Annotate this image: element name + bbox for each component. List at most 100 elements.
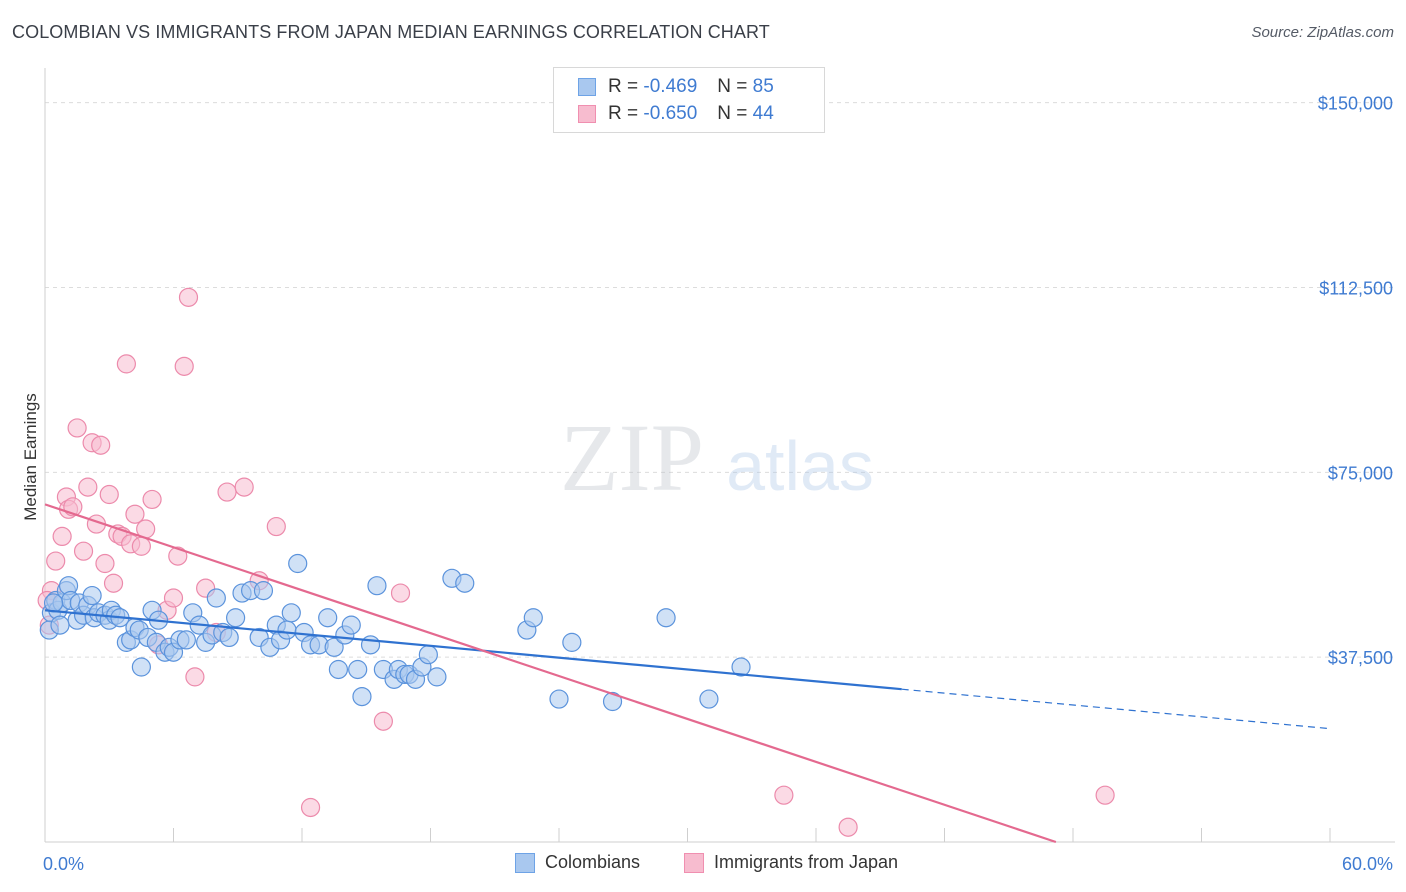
colombian-point [348, 659, 368, 680]
y-tick-label: $112,500 [1319, 278, 1393, 298]
y-tick-label: $150,000 [1318, 94, 1393, 114]
japan-point [373, 711, 393, 731]
bottom-legend-swatch-pink [684, 852, 704, 873]
y-tick-label: $75,000 [1328, 463, 1393, 483]
legend-n-label: N = [717, 76, 748, 97]
bottom-legend-label-japan: Immigrants from Japan [714, 852, 899, 872]
colombian-point [281, 603, 301, 623]
japan-point [125, 504, 145, 524]
japan-point [178, 287, 199, 307]
japan-point [163, 588, 184, 608]
chart-title: COLOMBIAN VS IMMIGRANTS FROM JAPAN MEDIA… [12, 22, 770, 42]
japan-point [234, 477, 254, 497]
legend-r-label: R = [608, 103, 639, 124]
x-tick-labels: 0.0% 60.0% [43, 854, 1393, 874]
japan-point [131, 536, 151, 556]
japan-point [168, 546, 188, 566]
japan-point [99, 484, 119, 505]
colombian-point [50, 615, 70, 635]
legend-row-japan: R = -0.650 N = 44 [578, 101, 774, 127]
bottom-legend: Colombians Immigrants from Japan [0, 852, 1406, 878]
colombian-point [367, 576, 387, 596]
japan-point [774, 785, 794, 805]
japan-point [116, 354, 136, 374]
japan-point [1095, 785, 1115, 805]
colombian-point [360, 635, 381, 655]
colombian-point [562, 632, 582, 652]
japan-point [67, 418, 87, 438]
colombian-point [731, 657, 751, 677]
legend-n-value: 44 [752, 103, 774, 124]
colombian-point [318, 608, 338, 628]
colombian-trend-line-extension [901, 688, 1331, 730]
colombian-point [418, 645, 438, 665]
japan-point [300, 797, 321, 818]
legend-r-value: -0.650 [643, 103, 698, 124]
colombian-point [226, 608, 246, 628]
bottom-legend-colombians: Colombians [515, 852, 640, 873]
japan-point [142, 489, 162, 510]
y-tick-label: $37,500 [1328, 648, 1393, 668]
colombian-point [455, 573, 475, 593]
x-tick-label: 60.0% [1342, 854, 1393, 874]
watermark-atlas: atlas [726, 427, 874, 505]
colombian-point [699, 689, 719, 709]
japan-point [46, 551, 66, 571]
japan-point [52, 526, 72, 547]
y-axis-label: Median Earnings [21, 393, 40, 521]
japan-point [390, 583, 411, 603]
bottom-legend-swatch-blue [515, 852, 535, 873]
japan-point [185, 667, 205, 687]
watermark: ZIP atlas [560, 404, 874, 511]
legend: R = -0.469 N = 85 R = -0.650 N = 44 [553, 67, 825, 133]
bottom-legend-label-colombians: Colombians [545, 852, 641, 872]
colombian-point [43, 593, 64, 613]
watermark-zip: ZIP [560, 404, 704, 511]
colombian-point [602, 691, 623, 712]
colombian-point [288, 553, 308, 574]
colombian-point [131, 657, 151, 677]
colombian-point [324, 637, 344, 657]
colombian-point [253, 581, 274, 601]
japan-point [103, 573, 124, 593]
japan-point [78, 477, 98, 497]
colombian-point [656, 608, 676, 628]
legend-swatch-pink [578, 105, 596, 123]
legend-r-label: R = [608, 76, 639, 97]
japan-points [37, 287, 1115, 837]
legend-swatch-blue [578, 78, 596, 96]
japan-point [95, 553, 115, 574]
legend-n-value: 85 [752, 76, 774, 97]
japan-point [217, 482, 237, 502]
legend-n-label: N = [717, 103, 748, 124]
trend-lines [44, 503, 1331, 844]
japan-trend-line [44, 503, 1057, 844]
y-tick-labels: $37,500 $75,000 $112,500 $150,000 [1318, 94, 1393, 669]
legend-r-value: -0.469 [643, 76, 698, 97]
colombian-point [176, 630, 196, 650]
gridlines [45, 102, 1395, 658]
colombian-point [206, 588, 226, 608]
colombian-point [549, 689, 569, 709]
japan-point [174, 356, 194, 376]
japan-point [73, 541, 94, 561]
colombian-point [82, 585, 102, 606]
colombian-trend-line [44, 609, 902, 691]
bottom-legend-japan: Immigrants from Japan [684, 852, 898, 873]
colombian-point [523, 608, 543, 628]
colombian-point [328, 659, 349, 680]
colombian-point [341, 615, 361, 635]
colombian-point [427, 667, 447, 687]
japan-point [91, 435, 111, 455]
legend-row-colombians: R = -0.469 N = 85 [578, 74, 774, 100]
japan-point [838, 817, 858, 837]
colombian-point [219, 627, 239, 648]
axes [44, 68, 1395, 843]
japan-point [266, 516, 286, 537]
colombian-points [39, 553, 751, 712]
x-tick-label: 0.0% [43, 854, 84, 874]
source-label: Source: ZipAtlas.com [1251, 24, 1394, 41]
colombian-point [352, 686, 372, 707]
colombian-point [277, 620, 297, 640]
